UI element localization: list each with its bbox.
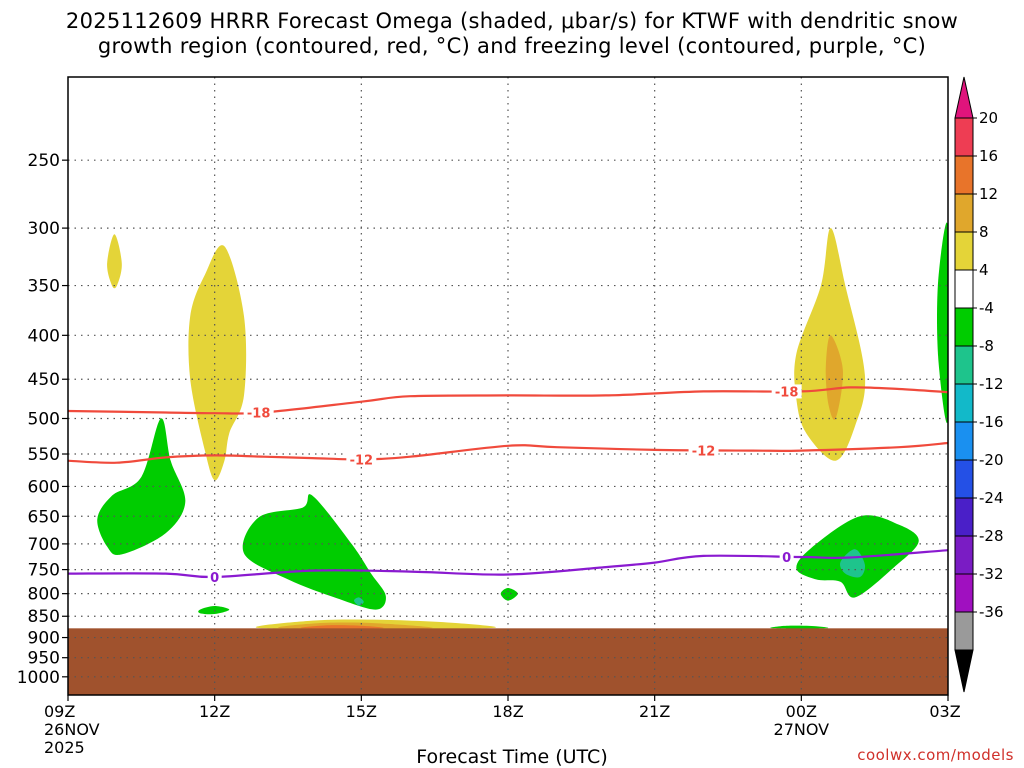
- omega-fill-layer: [97, 222, 948, 630]
- ground-fill: [68, 628, 948, 695]
- gridlines: [68, 77, 948, 695]
- dgz-minus18-label: -18: [775, 385, 799, 400]
- upward-region: [242, 494, 386, 610]
- freezing-level-label-bg: [207, 569, 222, 584]
- x-tick-date-label: 27NOV: [774, 720, 830, 739]
- x-tick-label: 18Z: [492, 702, 523, 721]
- colorbar-segment: [954, 117, 974, 157]
- dgz-minus18-line: [68, 386, 948, 415]
- colorbar-label: 8: [979, 223, 989, 241]
- dgz-minus18-label-bg: [771, 384, 802, 399]
- x-tick-label: 09Z: [44, 702, 75, 721]
- colorbar-label: -4: [979, 299, 994, 317]
- dgz-minus18-label: -18: [247, 407, 271, 422]
- colorbar-label: -36: [979, 603, 1004, 621]
- colorbar-segment: [954, 573, 974, 613]
- dgz-minus12-label: -12: [350, 453, 374, 468]
- dgz-minus12-label-bg: [688, 443, 719, 458]
- colorbar-label: -20: [979, 451, 1004, 469]
- colorbar-label: -24: [979, 489, 1004, 507]
- colorbar-segment: [954, 421, 974, 461]
- y-tick-label: 700: [28, 535, 60, 555]
- y-tick-label: 1000: [17, 668, 60, 688]
- y-tick-label: 450: [28, 370, 60, 390]
- colorbar-top-arrow: [954, 76, 974, 119]
- x-tick-label: 03Z: [929, 702, 960, 721]
- colorbar-label: 12: [979, 185, 998, 203]
- colorbar: 20 16 12 8 4 -4 -8 -12 -16 -20 -24 -28 -32 -36: [954, 76, 1004, 693]
- colorbar-segment: [954, 307, 974, 347]
- colorbar-segment: [954, 383, 974, 423]
- y-tick-label: 300: [28, 219, 60, 239]
- colorbar-label: -12: [979, 375, 1004, 393]
- x-tick-label: 12Z: [199, 702, 230, 721]
- credit-text: coolwx.com/models: [857, 746, 1014, 764]
- upward-region: [97, 418, 186, 555]
- downward-region: [188, 245, 247, 481]
- colorbar-segment: [954, 231, 974, 271]
- colorbar-label: 16: [979, 147, 998, 165]
- colorbar-segment: [954, 497, 974, 537]
- colorbar-segment: [954, 345, 974, 385]
- y-tick-label: 900: [28, 629, 60, 649]
- colorbar-label: 20: [979, 109, 998, 127]
- downward-region: [107, 234, 122, 289]
- colorbar-segment: [954, 459, 974, 499]
- x-tick-year-label: 2025: [44, 738, 85, 757]
- y-tick-label: 550: [28, 445, 60, 465]
- upward-region: [770, 625, 829, 629]
- freezing-level-label: 0: [210, 571, 219, 586]
- y-tick-label: 600: [28, 477, 60, 497]
- chart-title-line-1: 2025112609 HRRR Forecast Omega (shaded, …: [65, 9, 959, 33]
- contour-lines: -18 -18 -12 -12 0 0: [68, 384, 948, 586]
- upward-region: [198, 606, 230, 615]
- colorbar-label: -16: [979, 413, 1004, 431]
- downward-region: [300, 625, 384, 629]
- dgz-minus12-label: -12: [692, 444, 716, 459]
- y-tick-label: 850: [28, 607, 60, 627]
- colorbar-segment: [954, 611, 974, 651]
- colorbar-label: 4: [979, 261, 989, 279]
- x-tick-date-label: 26NOV: [44, 720, 100, 739]
- y-axis-ticks: 2503003504004505005506006507007508008509…: [17, 151, 68, 688]
- upward-region: [937, 222, 948, 423]
- chart-title-line-2: growth region (contoured, red, °C) and f…: [97, 34, 927, 58]
- y-tick-label: 400: [28, 326, 60, 346]
- colorbar-segment: [954, 193, 974, 233]
- upward-region: [500, 588, 518, 601]
- y-tick-label: 350: [28, 277, 60, 297]
- colorbar-segment: [954, 269, 974, 309]
- downward-region: [825, 335, 843, 420]
- y-tick-label: 500: [28, 409, 60, 429]
- freezing-level-label-bg: [779, 549, 794, 564]
- x-tick-label: 21Z: [639, 702, 670, 721]
- colorbar-label: -32: [979, 565, 1004, 583]
- colorbar-bottom-arrow: [954, 649, 974, 693]
- x-tick-label: 00Z: [786, 702, 817, 721]
- freezing-level-label: 0: [782, 551, 791, 566]
- colorbar-label: -8: [979, 337, 994, 355]
- dgz-minus12-line: [68, 441, 948, 464]
- y-tick-label: 800: [28, 585, 60, 605]
- dgz-minus12-label-bg: [346, 452, 377, 467]
- dgz-minus18-label-bg: [243, 405, 274, 420]
- y-tick-label: 650: [28, 507, 60, 527]
- y-tick-label: 750: [28, 561, 60, 581]
- colorbar-segment: [954, 535, 974, 575]
- x-axis-title: Forecast Time (UTC): [416, 746, 608, 768]
- colorbar-label: -28: [979, 527, 1004, 545]
- colorbar-segment: [954, 155, 974, 195]
- x-tick-label: 15Z: [346, 702, 377, 721]
- y-tick-label: 950: [28, 649, 60, 669]
- y-tick-label: 250: [28, 151, 60, 171]
